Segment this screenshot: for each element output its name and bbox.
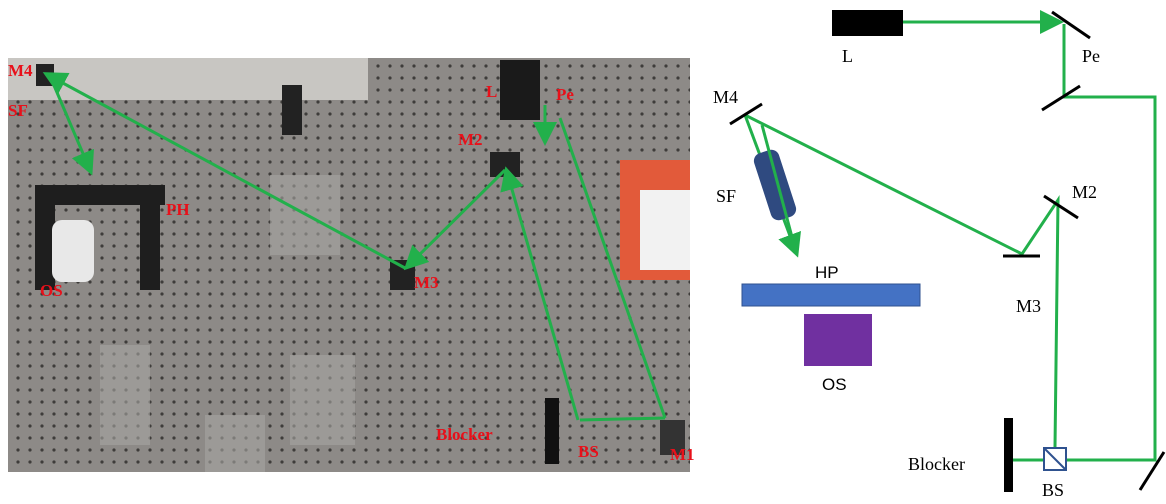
label: BS xyxy=(578,442,599,461)
plate xyxy=(290,355,355,445)
label: M2 xyxy=(1072,182,1097,202)
mirror-mount xyxy=(490,152,520,177)
laser xyxy=(500,60,540,120)
label: M4 xyxy=(8,61,33,80)
schematic: L Pe M4 SF M2 HP M3 OS Blocker BS xyxy=(713,10,1164,500)
oscilloscope-sensor xyxy=(52,220,94,282)
label: Blocker xyxy=(436,425,493,444)
label: M3 xyxy=(414,273,439,292)
laser xyxy=(832,10,903,36)
label: M1 xyxy=(670,445,695,464)
label: L xyxy=(842,46,853,66)
photo: M4 SF PH OS L Pe M2 M3 Blocker BS M1 xyxy=(8,58,695,472)
label: HP xyxy=(815,263,839,282)
rail xyxy=(8,58,368,100)
blocker xyxy=(1004,418,1013,492)
blocker xyxy=(545,398,559,464)
beam xyxy=(1055,24,1155,460)
label: M2 xyxy=(458,130,483,149)
mirror xyxy=(1052,12,1090,38)
beam xyxy=(745,115,1058,447)
label: SF xyxy=(716,186,736,206)
label: OS xyxy=(40,281,63,300)
label: OS xyxy=(822,375,847,394)
label: Pe xyxy=(556,85,574,104)
label: BS xyxy=(1042,480,1064,500)
pinhole-holder xyxy=(140,200,160,290)
os-box xyxy=(804,314,872,366)
label: Blocker xyxy=(908,454,965,474)
beam xyxy=(580,418,665,420)
label: Pe xyxy=(1082,46,1100,66)
label: SF xyxy=(8,101,28,120)
plate xyxy=(205,415,265,472)
plate xyxy=(100,345,150,445)
mirror xyxy=(1140,452,1164,490)
label: M3 xyxy=(1016,296,1041,316)
label: L xyxy=(486,82,497,101)
hp-plate xyxy=(742,284,920,306)
label: M4 xyxy=(713,87,738,107)
label: PH xyxy=(166,200,190,219)
figure: M4 SF PH OS L Pe M2 M3 Blocker BS M1 L P… xyxy=(0,0,1166,504)
post xyxy=(282,85,302,135)
paper xyxy=(640,190,690,270)
spatial-filter xyxy=(752,148,798,223)
